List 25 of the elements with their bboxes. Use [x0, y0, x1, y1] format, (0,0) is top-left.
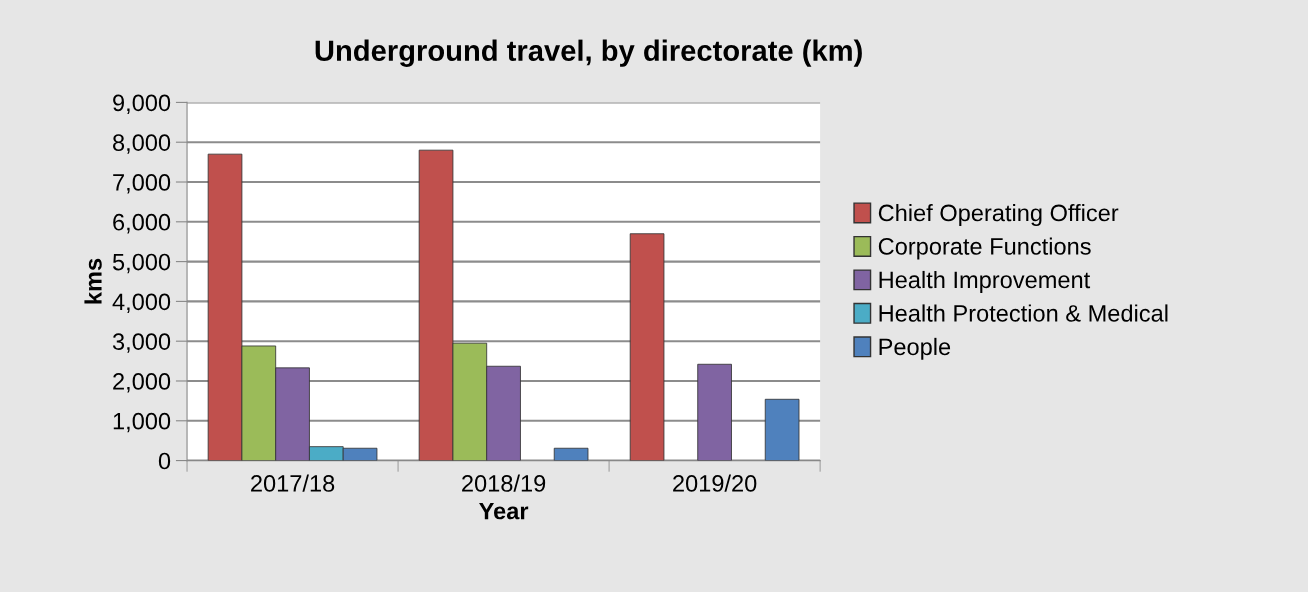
bar — [629, 233, 665, 461]
y-tick-label: 8,000 — [113, 134, 171, 154]
bar — [553, 447, 589, 461]
y-tick-label: 9,000 — [113, 94, 171, 114]
bar — [697, 363, 732, 461]
bar — [764, 398, 800, 461]
x-tick-label: 2019/20 — [673, 474, 757, 492]
y-tick-label: 2,000 — [113, 373, 171, 393]
y-tick-label: 1,000 — [113, 412, 171, 433]
y-tick-label: 7,000 — [113, 174, 171, 194]
legend-label: Health Protection & Medical — [879, 304, 1168, 322]
y-tick-label: 3,000 — [112, 333, 171, 353]
legend-label: Health Improvement — [879, 270, 1091, 293]
x-tick-label: 2018/19 — [462, 474, 546, 492]
y-tick-label: 4,000 — [112, 293, 171, 313]
legend-label: People — [879, 337, 951, 360]
y-tick-label: 5,000 — [112, 253, 171, 274]
x-tick-label: 2017/18 — [251, 474, 335, 492]
legend-label: Corporate Functions — [878, 237, 1091, 260]
y-axis-title: kms — [84, 258, 102, 304]
y-tick-label: 0 — [158, 452, 171, 470]
x-axis-title: Year — [479, 502, 529, 520]
y-tick-label: 6,000 — [113, 213, 171, 234]
chart-title: Underground travel, by directorate (km) — [315, 39, 862, 67]
legend-label: Chief Operating Officer — [878, 203, 1119, 226]
